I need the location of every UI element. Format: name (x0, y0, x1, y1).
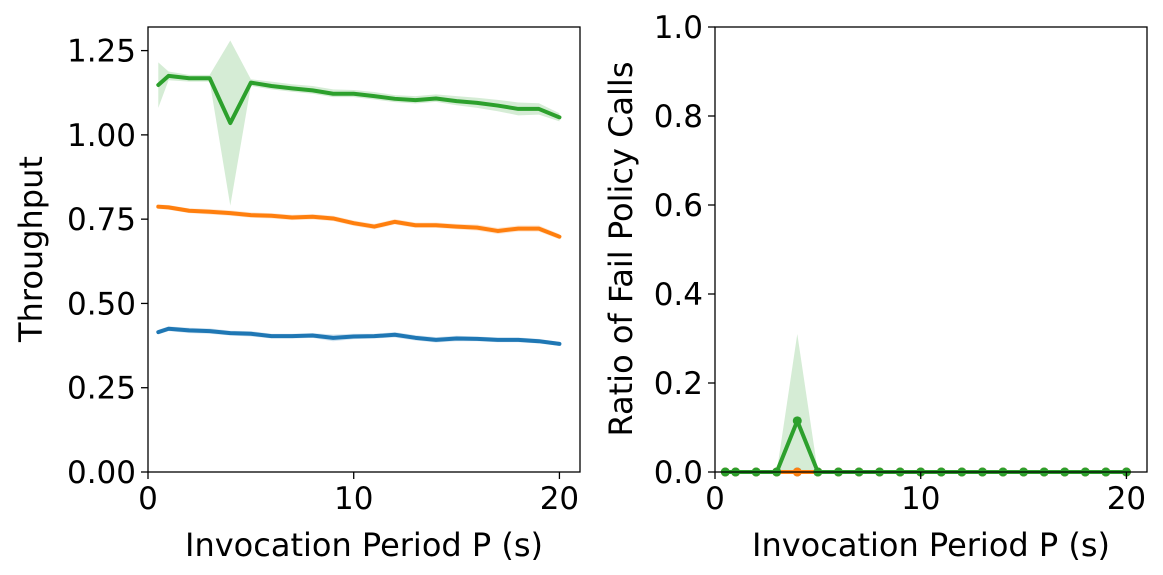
fail-ratio-x-tick-label: 0 (705, 481, 725, 517)
fail-ratio-chart: Invocation Period P (s) Ratio of Fail Po… (602, 10, 1148, 564)
throughput-y-tick-label: 0.25 (67, 371, 136, 407)
throughput-chart-xlabel: Invocation Period P (s) (185, 526, 543, 564)
fail-ratio-y-tick-label: 0.6 (654, 188, 703, 224)
fail-ratio-series-3-band (725, 334, 1127, 472)
fail-ratio-series-3-point (792, 416, 802, 426)
throughput-y-tick-label: 1.00 (67, 118, 136, 154)
throughput-y-tick-label: 0.50 (67, 286, 136, 322)
throughput-y-tick-label: 0.75 (67, 202, 136, 238)
fail-ratio-plot-area (720, 334, 1131, 477)
fail-ratio-x-tick-label: 20 (1107, 481, 1146, 517)
throughput-x-tick-label: 10 (334, 481, 373, 517)
fail-ratio-x-tick-label: 10 (901, 481, 940, 517)
throughput-x-tick-label: 0 (138, 481, 158, 517)
throughput-series-1-line (156, 326, 562, 346)
fail-ratio-chart-xlabel: Invocation Period P (s) (752, 526, 1110, 564)
throughput-series-2-line (156, 204, 562, 239)
fail-ratio-y-tick-label: 0.8 (654, 99, 703, 135)
throughput-chart: Invocation Period P (s) Throughput 0 10 20… (12, 26, 581, 564)
throughput-axes-frame (147, 26, 581, 473)
throughput-series-3-band (158, 40, 560, 206)
throughput-y-tick-label: 0.00 (67, 455, 136, 491)
throughput-chart-ylabel: Throughput (12, 156, 50, 343)
throughput-y-tick-label: 1.25 (67, 34, 136, 70)
fail-ratio-y-tick-label: 1.0 (654, 10, 703, 46)
fail-ratio-chart-ylabel: Ratio of Fail Policy Calls (602, 62, 640, 437)
fail-ratio-y-tick-label: 0.2 (654, 366, 703, 402)
throughput-plot-area (156, 40, 562, 346)
fail-ratio-axes-frame (714, 26, 1148, 473)
fail-ratio-y-tick-label: 0.4 (654, 277, 703, 313)
fail-ratio-y-tick-label: 0.0 (654, 455, 703, 491)
throughput-series-2-band (158, 204, 560, 240)
throughput-series-3-line (156, 73, 562, 126)
throughput-x-tick-label: 20 (540, 481, 579, 517)
